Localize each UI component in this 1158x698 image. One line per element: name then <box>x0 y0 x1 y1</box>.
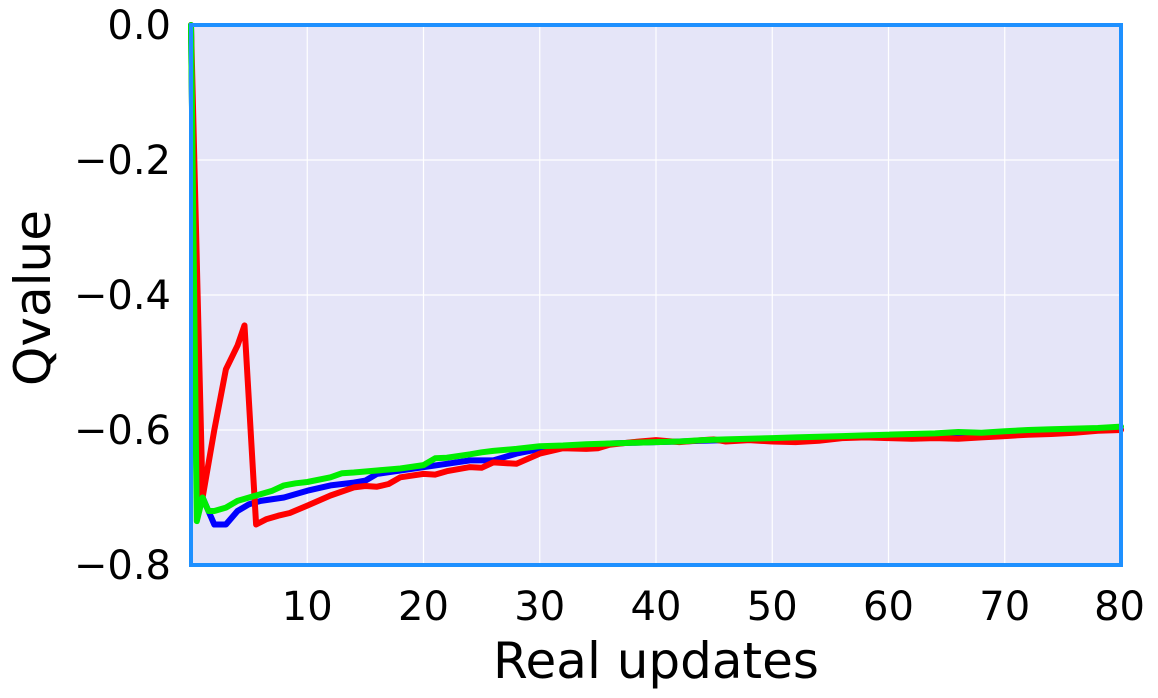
x-tick-label: 70 <box>979 584 1030 630</box>
series-lines <box>188 22 1124 528</box>
series-line-2 <box>188 22 1124 528</box>
y-tick-label: −0.2 <box>74 138 171 184</box>
series-line-3 <box>188 22 1124 525</box>
y-tick-label: 0.0 <box>107 3 171 49</box>
x-tick-label: 30 <box>514 584 565 630</box>
x-tick-labels: 10 20 30 40 50 60 70 80 <box>282 584 1145 630</box>
x-tick-label: 40 <box>631 584 682 630</box>
y-tick-label: −0.8 <box>74 543 171 589</box>
x-tick-label: 50 <box>747 584 798 630</box>
y-axis-title: Qvalue <box>4 210 62 386</box>
plot-frame <box>189 23 1123 567</box>
y-tick-label: −0.6 <box>74 408 171 454</box>
x-tick-label: 80 <box>1094 584 1145 630</box>
y-tick-labels: 0.0 −0.2 −0.4 −0.6 −0.8 <box>74 3 171 589</box>
x-tick-label: 20 <box>398 584 449 630</box>
y-tick-label: −0.4 <box>74 273 171 319</box>
x-tick-label: 10 <box>282 584 333 630</box>
x-tick-label: 60 <box>863 584 914 630</box>
x-axis-title: Real updates <box>493 632 819 690</box>
